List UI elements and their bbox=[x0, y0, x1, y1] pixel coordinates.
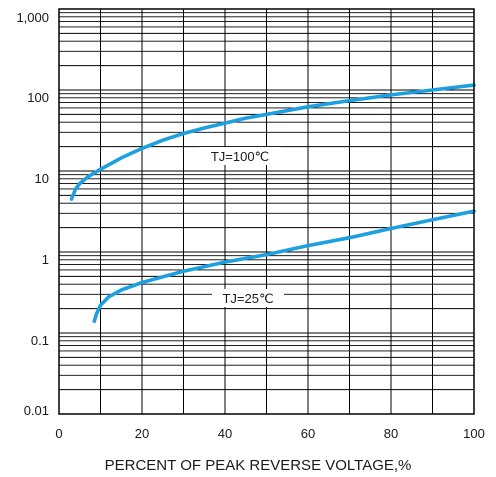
x-tick-label: 0 bbox=[55, 426, 62, 441]
plot-frame bbox=[58, 8, 475, 415]
y-tick-labels: 0.01 0.1 1 10 100 1,000 bbox=[16, 10, 49, 418]
series-line-tj-100 bbox=[69, 83, 476, 201]
series-line-tj-25 bbox=[92, 209, 476, 323]
y-tick-label: 1 bbox=[42, 252, 49, 267]
annotation-bg-100 bbox=[199, 147, 281, 165]
x-tick-label: 60 bbox=[301, 426, 315, 441]
y-tick-label: 0.01 bbox=[24, 403, 49, 418]
x-tick-label: 20 bbox=[135, 426, 149, 441]
series-layer bbox=[69, 83, 476, 323]
y-tick-label: 1,000 bbox=[16, 10, 49, 25]
annotation-tj-100: TJ=100℃ bbox=[211, 149, 269, 164]
annotation-tj-25: TJ=25℃ bbox=[222, 291, 273, 306]
x-axis-label: PERCENT OF PEAK REVERSE VOLTAGE,% bbox=[105, 457, 412, 474]
grid bbox=[59, 9, 474, 414]
annotation-bg-25 bbox=[212, 289, 284, 307]
plot-border bbox=[58, 8, 475, 415]
x-tick-label: 80 bbox=[384, 426, 398, 441]
y-tick-label: 100 bbox=[27, 90, 49, 105]
y-tick-label: 0.1 bbox=[31, 333, 49, 348]
x-tick-label: 40 bbox=[218, 426, 232, 441]
y-tick-label: 10 bbox=[35, 171, 49, 186]
x-tick-labels: 0 20 40 60 80 100 bbox=[55, 426, 484, 441]
annotations: TJ=100℃ TJ=25℃ bbox=[199, 147, 284, 307]
x-tick-label: 100 bbox=[463, 426, 485, 441]
